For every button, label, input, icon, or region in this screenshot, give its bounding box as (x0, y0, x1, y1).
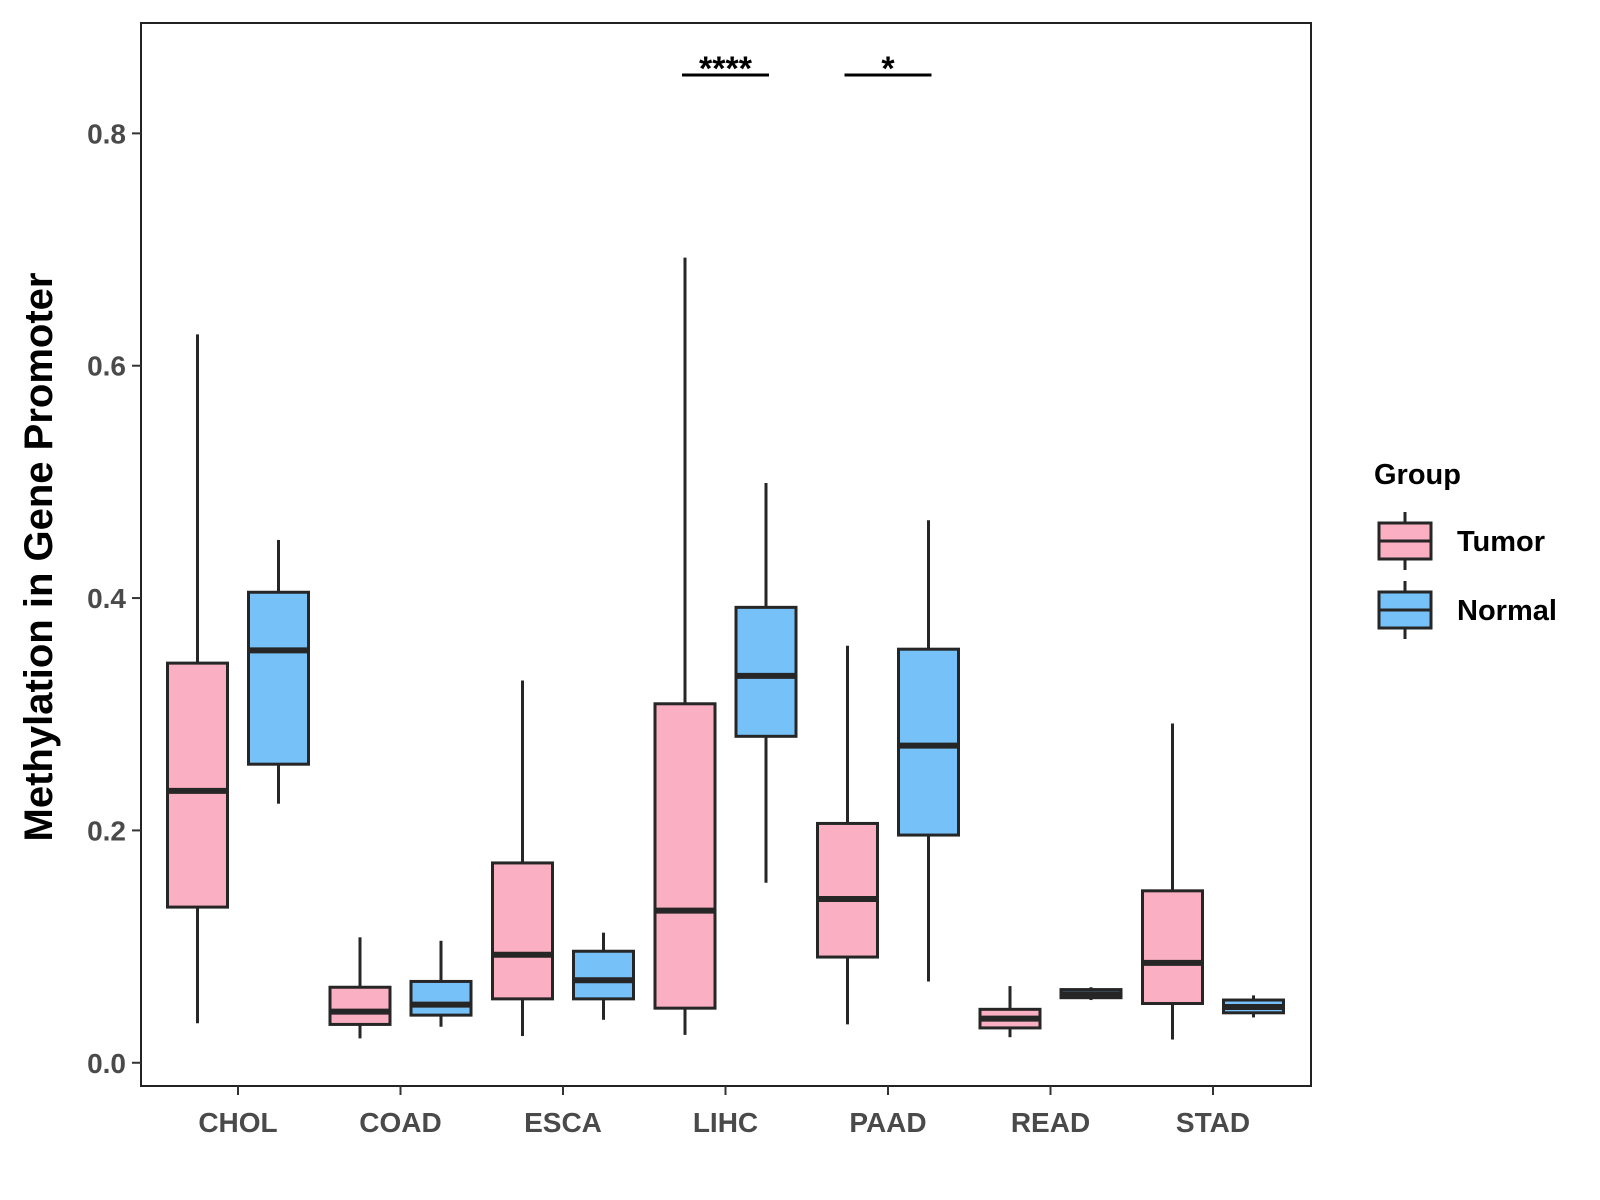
box-tumor-read (978, 986, 1042, 1038)
plot-panel-border (140, 22, 1312, 1087)
x-tick-label-coad: COAD (359, 1107, 441, 1138)
box-normal-read (1059, 987, 1123, 1001)
y-tick-label: 0.8 (87, 118, 126, 149)
x-axis: CHOL COAD ESCA LIHC PAAD READ STAD (198, 1086, 1250, 1138)
box-marks (166, 257, 1285, 1040)
x-tick-label-stad: STAD (1176, 1107, 1250, 1138)
y-tick-label: 0.6 (87, 351, 126, 382)
significance-annotations: **** * (682, 50, 932, 88)
box-normal-coad (409, 940, 473, 1027)
y-tick-label: 0.0 (87, 1048, 126, 1079)
box-body (653, 702, 717, 1010)
significance-lihc: **** (682, 50, 769, 88)
box-body (409, 979, 473, 1017)
box-body (166, 661, 229, 909)
box-body (1141, 889, 1204, 1006)
tumor (1377, 512, 1433, 570)
y-axis-title: Methylation in Gene Promoter (17, 273, 61, 842)
legend-title: Group (1374, 459, 1461, 491)
legend: Group Tumor Normal (1374, 459, 1557, 639)
x-tick-label-paad: PAAD (849, 1107, 926, 1138)
box-normal-paad (897, 520, 960, 982)
box-tumor-chol (166, 334, 229, 1024)
box-normal-lihc (734, 483, 798, 883)
box-body (816, 821, 879, 959)
y-tick-label: 0.4 (87, 583, 126, 614)
significance-label: **** (699, 50, 753, 88)
box-tumor-paad (816, 645, 879, 1025)
x-tick-label-read: READ (1011, 1107, 1090, 1138)
box-body (572, 949, 635, 1001)
box-tumor-coad (328, 937, 392, 1039)
box-body (897, 647, 960, 837)
significance-label: * (881, 50, 895, 88)
box-normal-esca (572, 932, 635, 1020)
box-tumor-lihc (653, 257, 717, 1035)
y-axis: 0.0 0.2 0.4 0.6 0.8 (87, 118, 141, 1079)
y-tick-label: 0.2 (87, 815, 126, 846)
x-tick-label-lihc: LIHC (693, 1107, 758, 1138)
x-tick-label-chol: CHOL (198, 1107, 277, 1138)
x-tick-label-esca: ESCA (524, 1107, 602, 1138)
legend-label-tumor: Tumor (1457, 526, 1545, 558)
box-tumor-stad (1141, 723, 1204, 1040)
box-tumor-esca (491, 680, 554, 1037)
box-body (734, 605, 798, 738)
box-normal-stad (1222, 995, 1285, 1018)
box-body (491, 861, 554, 1001)
box-body (247, 590, 310, 766)
normal (1377, 581, 1433, 639)
box-body (328, 985, 392, 1026)
box-normal-chol (247, 539, 310, 804)
legend-label-normal: Normal (1457, 595, 1557, 627)
significance-paad: * (844, 50, 932, 88)
